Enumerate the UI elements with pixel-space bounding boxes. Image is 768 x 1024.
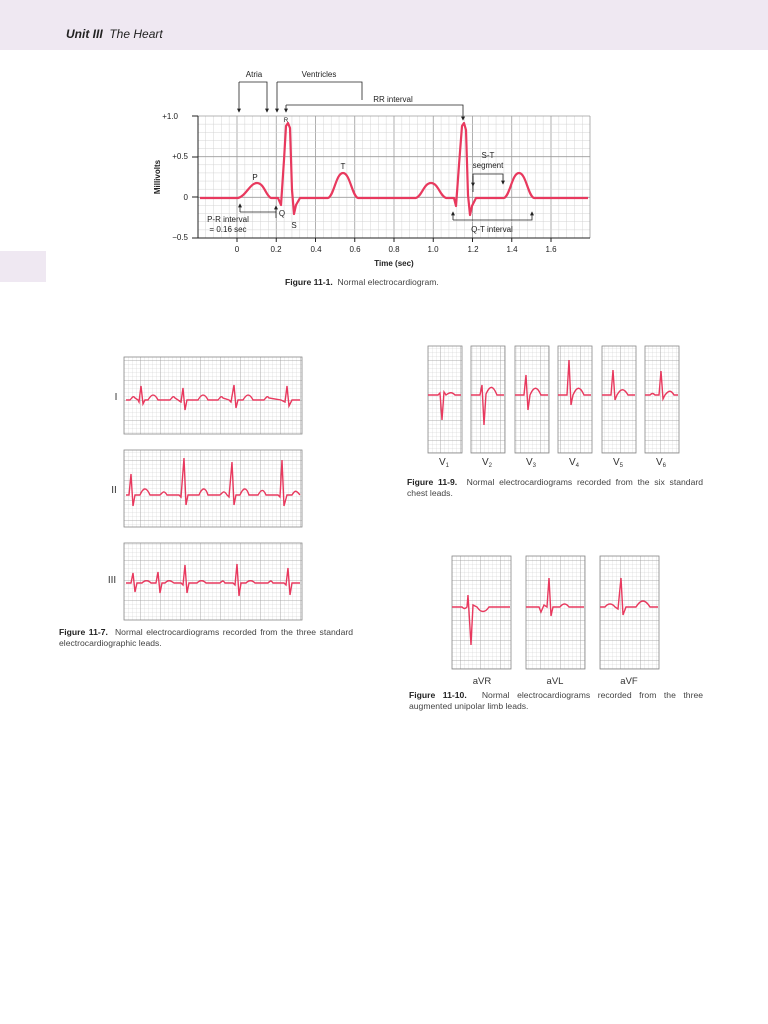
y-tick-label: +0.5 <box>172 152 188 161</box>
lead-v5-label: V5 <box>613 457 624 469</box>
y-axis-title: Millivolts <box>153 159 162 194</box>
lead-avr-trace <box>452 594 510 646</box>
lead-avf-label: aVF <box>620 676 638 687</box>
lead-v4-strip <box>557 345 593 454</box>
lead-v1-label: V1 <box>439 457 450 469</box>
label-pr-interval-1: P-R interval <box>207 215 249 224</box>
header-band <box>0 0 768 50</box>
ecg-trace-main <box>200 121 588 217</box>
lead-avr-strip <box>451 555 512 670</box>
lead-avr-label: aVR <box>473 676 492 687</box>
figure-11-1-grid <box>198 115 591 239</box>
running-header: Unit III The Heart <box>66 27 163 41</box>
label-pr-interval-2: = 0.16 sec <box>209 225 246 234</box>
lead-avl-label: aVL <box>547 676 564 687</box>
x-axis-title: Time (sec) <box>374 259 414 268</box>
figure-11-10-caption-text: Normal electrocardiograms recorded from … <box>409 690 703 711</box>
lead-i-trace <box>126 384 300 411</box>
figure-11-10-caption: Figure 11-10. Normal electrocardiograms … <box>409 690 703 712</box>
label-st-segment-2: segment <box>473 161 504 170</box>
y-tick-label: 0 <box>184 193 189 202</box>
lead-ii-trace <box>126 457 301 507</box>
x-tick-label: 0 <box>235 245 240 254</box>
figure-11-7-caption-text: Normal electrocardiograms recorded from … <box>59 627 353 648</box>
figure-11-7-caption-label: Figure 11-7. <box>59 627 108 637</box>
figure-11-7: I II III <box>108 356 303 621</box>
figure-11-1: +1.0 +0.5 0 −0.5 0 0.2 0.4 0.6 0.8 1.0 1… <box>153 70 591 268</box>
lead-v4-trace <box>558 359 591 406</box>
lead-v3-strip <box>514 345 550 454</box>
lead-v5-trace <box>602 369 635 401</box>
lead-avl-trace <box>526 577 584 617</box>
figure-11-9-caption-text: Normal electrocardiograms recorded from … <box>407 477 703 498</box>
figure-11-10-caption-label: Figure 11-10. <box>409 690 467 700</box>
label-atria: Atria <box>246 70 263 79</box>
figure-11-10: aVR aVL aVF <box>451 555 660 687</box>
lead-ii-strip <box>123 449 303 528</box>
label-rr-interval: RR interval <box>373 95 413 104</box>
figure-11-9: V1 V2 V3 V4 V5 V6 <box>427 345 680 469</box>
figure-11-1-caption-label: Figure 11-1. <box>285 277 333 287</box>
x-tick-label: 0.4 <box>310 245 322 254</box>
figure-11-1-caption: Figure 11-1. Normal electrocardiogram. <box>285 277 585 288</box>
lead-v5-strip <box>601 345 637 454</box>
x-tick-label: 1.4 <box>506 245 518 254</box>
label-r-wave: R <box>284 118 289 124</box>
figure-11-1-caption-text: Normal electrocardiogram. <box>337 277 439 287</box>
unit-label: Unit III <box>66 27 103 41</box>
lead-v6-strip <box>644 345 680 454</box>
lead-v2-trace <box>471 384 504 426</box>
x-tick-label: 1.6 <box>545 245 557 254</box>
lead-v3-trace <box>515 374 548 411</box>
lead-v3-label: V3 <box>526 457 537 469</box>
lead-v1-strip <box>427 345 463 454</box>
figure-11-1-annotations <box>237 81 534 221</box>
chapter-title: The Heart <box>109 27 163 41</box>
figure-11-9-caption: Figure 11-9. Normal electrocardiograms r… <box>407 477 703 499</box>
lead-iii-label: III <box>108 575 116 586</box>
x-tick-label: 0.2 <box>270 245 282 254</box>
lead-v1-trace <box>428 389 461 421</box>
x-tick-label: 1.0 <box>427 245 439 254</box>
side-tab <box>0 251 46 282</box>
label-s-wave: S <box>291 221 296 230</box>
figure-11-7-caption: Figure 11-7. Normal electrocardiograms r… <box>59 627 353 649</box>
figure-11-9-caption-label: Figure 11-9. <box>407 477 458 487</box>
lead-avl-strip <box>525 555 586 670</box>
lead-iii-strip <box>123 542 303 621</box>
lead-avf-strip <box>599 555 660 670</box>
y-tick-label: +1.0 <box>162 112 178 121</box>
lead-i-label: I <box>115 392 118 403</box>
x-tick-marks <box>236 238 552 242</box>
lead-v6-label: V6 <box>656 457 667 469</box>
label-qt-interval: Q-T interval <box>471 225 513 234</box>
x-tick-label: 1.2 <box>467 245 479 254</box>
label-q-wave: Q <box>279 209 285 218</box>
y-tick-marks <box>192 115 198 239</box>
lead-v4-label: V4 <box>569 457 580 469</box>
lead-ii-label: II <box>111 485 117 496</box>
label-st-segment-1: S-T <box>482 151 495 160</box>
x-tick-label: 0.6 <box>349 245 361 254</box>
label-ventricles: Ventricles <box>302 70 337 79</box>
label-p-wave: P <box>252 173 257 182</box>
lead-v2-label: V2 <box>482 457 493 469</box>
lead-iii-trace <box>126 563 300 597</box>
label-t-wave: T <box>341 162 346 171</box>
lead-v6-trace <box>645 370 678 402</box>
x-tick-label: 0.8 <box>388 245 400 254</box>
y-tick-label: −0.5 <box>172 233 188 242</box>
lead-avf-trace <box>600 577 658 616</box>
lead-v2-strip <box>470 345 506 454</box>
